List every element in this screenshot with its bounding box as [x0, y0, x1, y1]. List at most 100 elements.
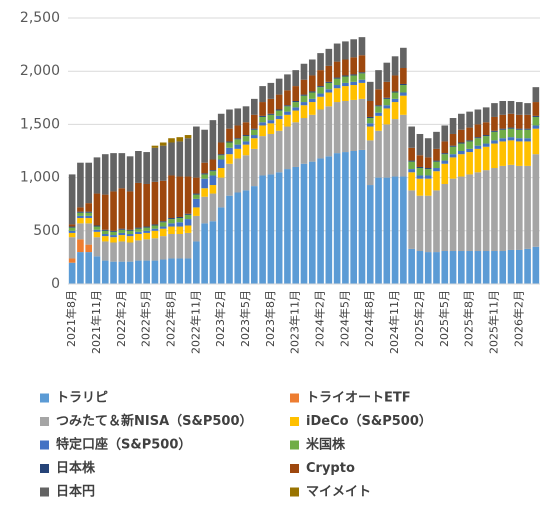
bar-segment [441, 183, 449, 252]
bar-segment [85, 215, 93, 219]
bar-segment [333, 61, 341, 78]
bar-segment [350, 99, 357, 151]
bar-segment [441, 153, 449, 155]
bar-segment [416, 175, 424, 179]
bar-segment [176, 222, 184, 227]
bar-segment [201, 162, 208, 174]
x-tick-label: 2021年8月 [64, 290, 78, 347]
bar-segment [267, 123, 275, 134]
bar-segment [524, 103, 531, 115]
bar-segment [325, 156, 333, 284]
bar-segment [515, 129, 523, 139]
legend-swatch [290, 393, 299, 403]
bar-segment [408, 147, 415, 161]
x-tick-label: 2022年11月 [188, 290, 202, 354]
bar-segment [267, 113, 275, 115]
bar-segment [68, 224, 76, 227]
bar-segment [466, 127, 473, 141]
bar-segment [333, 153, 341, 284]
bar-segment [93, 237, 101, 257]
x-tick-label: 2022年8月 [164, 290, 178, 347]
bar-segment [325, 106, 333, 157]
bar-segment [184, 258, 192, 284]
bar-segment [85, 203, 93, 212]
bar-segment [433, 161, 440, 169]
bar-segment [284, 169, 291, 284]
bar-segment [217, 177, 225, 208]
bar-segment [275, 94, 283, 110]
bar-segment [201, 129, 208, 163]
bar-segment [391, 102, 399, 120]
bar-segment [391, 119, 399, 177]
bar-segment [408, 190, 415, 249]
bar-segment [226, 163, 233, 196]
bar-segment [259, 136, 266, 176]
x-tick-label: 2022年5月 [139, 290, 153, 347]
legend-label: 日本株 [56, 460, 96, 476]
bar-segment [308, 92, 316, 99]
bar-segment [300, 94, 308, 96]
bar-segment [408, 172, 415, 191]
bar-segment [68, 174, 76, 225]
bar-segment [292, 70, 300, 87]
bar-segment [77, 212, 84, 216]
bar-segment [135, 228, 142, 232]
x-tick-label: 2023年2月 [213, 290, 227, 347]
bar-segment [300, 105, 308, 119]
bar-segment [110, 237, 117, 243]
bar-segment [325, 81, 333, 83]
bar-segment [391, 92, 399, 99]
bar-segment [193, 241, 200, 284]
bar-segment [308, 114, 316, 162]
bar-segment [259, 125, 266, 137]
bar-segment [532, 125, 540, 129]
bar-segment [342, 152, 349, 284]
bar-segment [151, 147, 159, 182]
bar-segment [449, 251, 457, 284]
bar-segment [366, 81, 374, 101]
bar-segment [458, 143, 465, 151]
bar-segment [151, 181, 159, 225]
bar-segment [101, 233, 109, 237]
bar-segment [193, 194, 200, 199]
bar-segment [499, 114, 507, 129]
bar-segment [317, 70, 324, 87]
bar-segment [474, 172, 482, 252]
bar-segment [482, 107, 490, 123]
bar-segment [358, 82, 366, 99]
bar-segment [366, 118, 374, 124]
bar-segment [400, 47, 407, 69]
bar-segment [217, 154, 225, 156]
bar-segment [85, 211, 93, 213]
bar-segment [151, 230, 159, 239]
bar-segment [466, 174, 473, 252]
bar-segment [325, 48, 333, 66]
bar-segment [251, 148, 258, 187]
bar-segment [201, 174, 208, 179]
bar-segment [226, 142, 233, 148]
bar-segment [93, 225, 101, 227]
bar-segment [507, 137, 515, 141]
bar-segment [433, 171, 440, 191]
bar-segment [209, 185, 217, 194]
bar-segment [449, 178, 457, 252]
bar-segment [168, 233, 175, 259]
bar-segment [375, 112, 382, 116]
bar-segment [118, 261, 126, 284]
bar-segment [159, 228, 167, 237]
bar-segment [101, 241, 109, 261]
bar-segment [491, 103, 498, 117]
bar-segment [135, 182, 142, 228]
legend-swatch [290, 464, 299, 473]
bar-segment [391, 91, 399, 93]
bar-segment [391, 75, 399, 92]
bar-segment [474, 124, 482, 138]
bar-segment [118, 232, 126, 236]
bar-segment [275, 115, 283, 120]
bar-segment [342, 41, 349, 60]
bar-segment [317, 96, 324, 110]
bar-segment [325, 89, 333, 93]
y-tick-label: 500 [33, 223, 60, 239]
y-tick-label: 2,500 [20, 10, 60, 26]
bar-segment [308, 102, 316, 115]
